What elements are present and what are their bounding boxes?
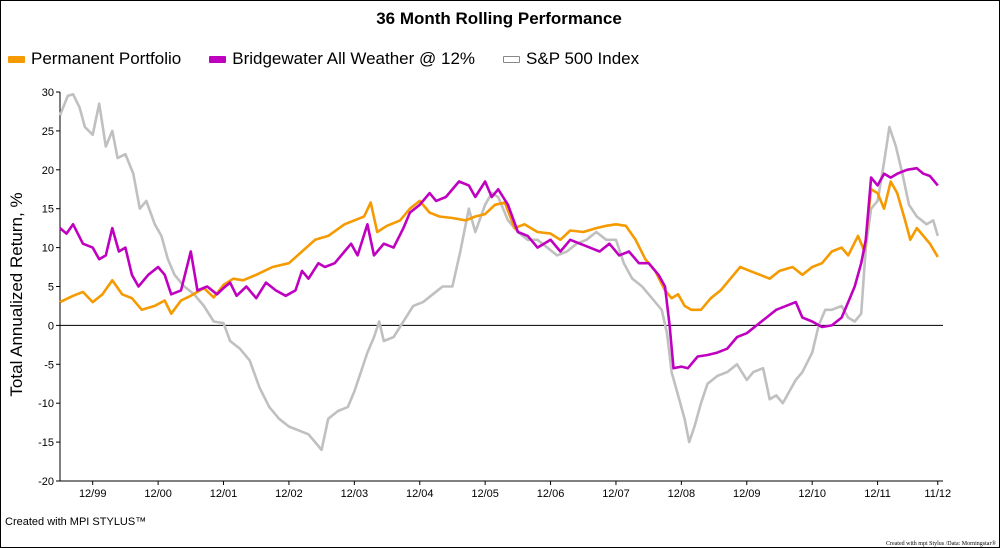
legend-label-sp500: S&P 500 Index [526,49,640,68]
y-tick-label: 5 [48,282,54,294]
y-tick-label: -20 [38,476,54,488]
series-line-permanent-portfolio [59,180,939,315]
legend-item-permanent-portfolio: Permanent Portfolio [8,49,181,69]
legend-swatch-bridgewater [209,55,227,63]
x-tick-label: 12/07 [602,488,630,500]
y-tick-label: -10 [38,398,54,410]
x-tick-label: 11/12 [924,488,951,500]
x-tick-label: 12/08 [668,488,696,500]
legend-swatch-sp500 [503,55,521,63]
y-tick-label: 25 [42,126,54,138]
footer-data-source: Created with mpi Stylus /Data: Morningst… [885,541,996,547]
y-tick-label: 20 [42,165,54,177]
series-line-bridgewater [59,166,939,370]
y-tick-label: -5 [44,359,54,371]
chart-title: 36 Month Rolling Performance [376,9,622,28]
x-tick-label: 12/01 [210,488,238,500]
x-tick-label: 12/99 [79,488,107,500]
x-tick-label: 12/09 [733,488,761,500]
x-tick-label: 12/04 [406,488,434,500]
legend-item-bridgewater: Bridgewater All Weather @ 12% [209,49,475,69]
x-tick-label: 12/03 [341,488,369,500]
y-tick-label: 30 [42,87,54,99]
y-tick-label: 10 [42,243,54,255]
y-tick-label: 15 [42,204,54,216]
x-tick-label: 12/02 [275,488,303,500]
y-axis-title: Total Annualized Return, % [7,192,26,396]
x-tick-label: 12/11 [864,488,891,500]
x-tick-label: 12/00 [144,488,172,500]
legend-label-bridgewater: Bridgewater All Weather @ 12% [232,49,476,68]
x-tick-label: 12/05 [471,488,499,500]
legend-item-sp500: S&P 500 Index [503,49,639,69]
legend-swatch-permanent-portfolio [8,55,25,63]
legend-label-permanent-portfolio: Permanent Portfolio [31,49,182,68]
footer-credit: Created with MPI STYLUS™ [5,516,147,528]
x-tick-label: 12/06 [537,488,565,500]
y-tick-label: 0 [48,320,54,332]
legend: Permanent Portfolio Bridgewater All Weat… [8,49,639,69]
y-tick-label: -15 [38,437,54,449]
x-tick-label: 12/10 [798,488,826,500]
